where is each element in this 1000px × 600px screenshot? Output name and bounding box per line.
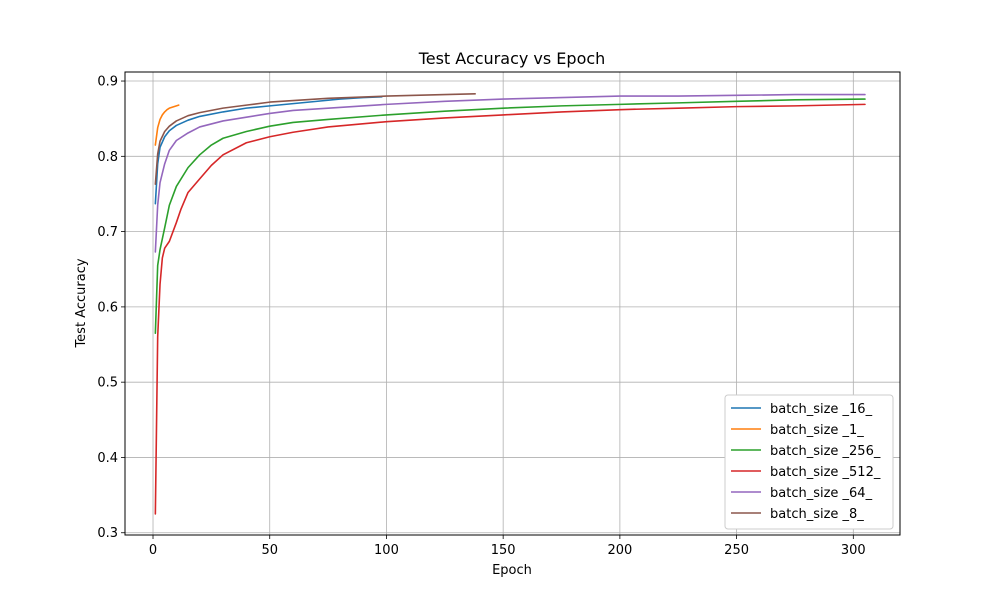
x-tick-label: 150 [491, 543, 516, 558]
y-tick-label: 0.5 [97, 376, 118, 391]
legend-label: batch_size _16_ [770, 402, 873, 417]
y-axis-label: Test Accuracy [74, 258, 89, 348]
x-axis-label: Epoch [492, 563, 532, 578]
legend-label: batch_size _8_ [770, 507, 864, 522]
plot-frame [124, 71, 901, 536]
legend-label: batch_size _512_ [770, 465, 881, 480]
series-line-1 [154, 96, 383, 205]
series-line-3 [154, 98, 866, 335]
chart-title: Test Accuracy vs Epoch [418, 49, 606, 68]
y-tick-label: 0.3 [97, 526, 118, 541]
series-line-5 [154, 93, 866, 253]
x-tick-label: 250 [724, 543, 749, 558]
x-tick-label: 300 [841, 543, 866, 558]
legend: batch_size _16_ batch_size _1_ batch_size … [724, 394, 894, 530]
legend-label: batch_size _64_ [770, 486, 873, 501]
x-tick-label: 0 [149, 543, 157, 558]
y-tick-label: 0.4 [97, 451, 118, 466]
x-tick-label: 50 [261, 543, 278, 558]
series-line-2 [154, 104, 180, 146]
axes: 0 50 100 150 200 250 300 0.3 0.4 0.5 0.6 0.7 0.8 0.9 [97, 75, 865, 558]
y-tick-label: 0.6 [97, 300, 118, 315]
y-tick-label: 0.7 [97, 225, 118, 240]
series-lines [154, 93, 866, 515]
y-tick-label: 0.9 [97, 75, 118, 90]
series-line-4 [154, 103, 866, 515]
legend-box [724, 394, 894, 530]
x-tick-label: 100 [374, 543, 399, 558]
x-tick-label: 200 [607, 543, 632, 558]
legend-label: batch_size _256_ [770, 444, 881, 459]
y-tick-label: 0.8 [97, 150, 118, 165]
series-line-6 [154, 93, 476, 185]
legend-label: batch_size _1_ [770, 423, 864, 438]
